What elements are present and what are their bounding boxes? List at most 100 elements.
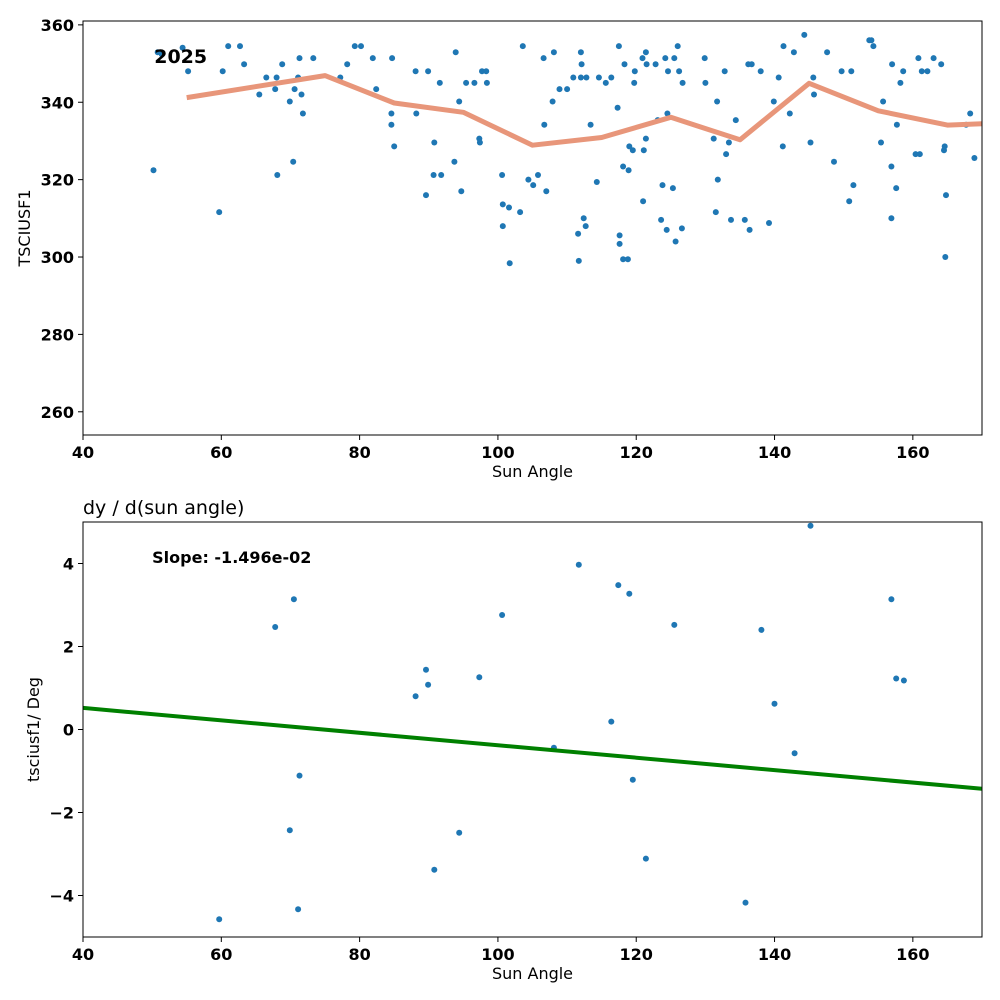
bottom-panel-data-point [290,596,297,603]
top-panel-data-point [701,55,708,62]
top-panel-data-point [219,68,226,75]
top-panel-data-point [741,216,748,223]
top-panel-data-point [625,167,632,174]
top-panel-y-tick-label: 280 [41,325,74,344]
top-panel-data-point [868,37,875,44]
top-panel-data-point [631,68,638,75]
top-panel-data-point [642,49,649,56]
bottom-panel-data-point [671,621,678,628]
top-panel-y-tick-label: 340 [41,93,74,112]
top-panel-data-point [639,55,646,62]
top-panel-data-point [479,68,485,75]
top-panel-data-point [629,147,636,154]
top-panel-y-axis-label: TSCIUSF1 [15,189,34,267]
top-panel-data-point [616,240,623,247]
top-panel-x-tick-label: 60 [210,443,232,462]
top-panel-x-tick-label: 40 [72,443,94,462]
top-panel-data-point [900,68,907,75]
top-panel-data-point [943,192,949,199]
top-panel-data-point [290,158,297,165]
top-panel-data-point [732,117,739,124]
top-panel-data-point [458,188,465,195]
bottom-panel: 40 60 80 100 120 140 160 −4 −2 0 2 4 Sun Angle tsc… [24,497,983,983]
top-panel-data-point [499,201,506,208]
top-panel-data-point [640,147,647,154]
bottom-panel-data-point [425,681,432,688]
top-panel-data-point [838,68,845,75]
bottom-panel-data-point [286,827,293,834]
top-panel-data-point [425,68,432,75]
top-panel: 40 60 80 100 120 140 160 260 280 300 320 340 360 Su… [15,16,983,481]
top-panel-x-ticks: 40 60 80 100 120 140 160 [72,435,930,462]
top-panel-data-point [665,68,671,75]
top-panel-data-point [614,104,621,111]
bottom-panel-data-point [575,561,582,568]
top-panel-data-point [391,143,398,150]
top-panel-y-ticks: 260 280 300 320 340 360 [41,16,83,422]
top-panel-data-point [615,43,622,50]
top-panel-data-point [878,139,884,146]
top-panel-data-point [263,74,270,81]
top-panel-data-point [541,121,548,128]
top-panel-data-point [580,215,587,222]
bottom-panel-title: dy / d(sun angle) [83,497,244,519]
top-panel-data-point [757,68,764,75]
top-panel-data-point [941,143,948,150]
top-panel-data-point [748,61,755,68]
top-panel-data-point [672,238,679,245]
bottom-panel-y-ticks: −4 −2 0 2 4 [49,555,83,906]
top-panel-data-point [388,110,395,117]
top-panel-data-point [543,188,550,195]
top-panel-data-point [237,43,243,50]
top-panel-data-point [807,139,814,146]
bottom-panel-data-point [791,750,798,757]
top-panel-data-point [790,49,797,56]
top-panel-data-point [916,151,923,158]
top-panel-data-point [463,79,470,86]
top-panel-x-tick-label: 80 [348,443,370,462]
top-panel-data-point [912,151,919,158]
top-panel-data-point [476,139,483,146]
top-panel-data-point [669,185,676,192]
top-panel-data-point [811,91,817,98]
top-panel-data-point [678,225,685,232]
top-panel-data-point [273,74,280,81]
top-panel-data-point [676,68,683,75]
bottom-panel-data-point [893,675,900,682]
top-panel-data-point [652,61,659,68]
top-panel-data-point [256,91,263,98]
top-panel-data-point [728,216,734,223]
top-panel-data-point [389,55,396,62]
top-panel-frame [82,20,983,436]
top-panel-data-point [595,74,602,81]
bottom-panel-data-point [295,906,302,913]
top-panel-data-point [602,79,609,86]
top-panel-data-point [880,98,887,105]
top-panel-data-point [351,43,358,50]
top-panel-data-point [274,172,281,178]
top-panel-data-point [296,55,303,62]
top-panel-y-tick-label: 360 [41,16,74,35]
bottom-panel-data-point [771,700,778,707]
top-panel-data-point [413,110,420,117]
top-panel-data-point [712,209,719,216]
top-panel-data-point [436,79,443,86]
top-panel-data-point [286,98,293,105]
top-panel-data-point [897,79,904,86]
top-panel-data-point [889,61,896,68]
top-panel-data-point [451,158,458,165]
top-panel-data-point [846,198,853,205]
top-panel-data-point [272,86,279,93]
top-panel-data-point [938,61,945,68]
top-panel-y-tick-label: 300 [41,248,74,267]
top-panel-data-point [564,86,571,93]
top-panel-data-point [710,135,717,142]
top-panel-data-point [506,260,513,267]
top-panel-data-point [216,209,223,216]
bottom-panel-fit-line [83,705,982,791]
top-panel-data-point [620,163,627,170]
bottom-panel-data-point [456,829,463,836]
bottom-panel-y-tick-label: −2 [49,804,74,823]
top-panel-data-point [519,43,526,50]
